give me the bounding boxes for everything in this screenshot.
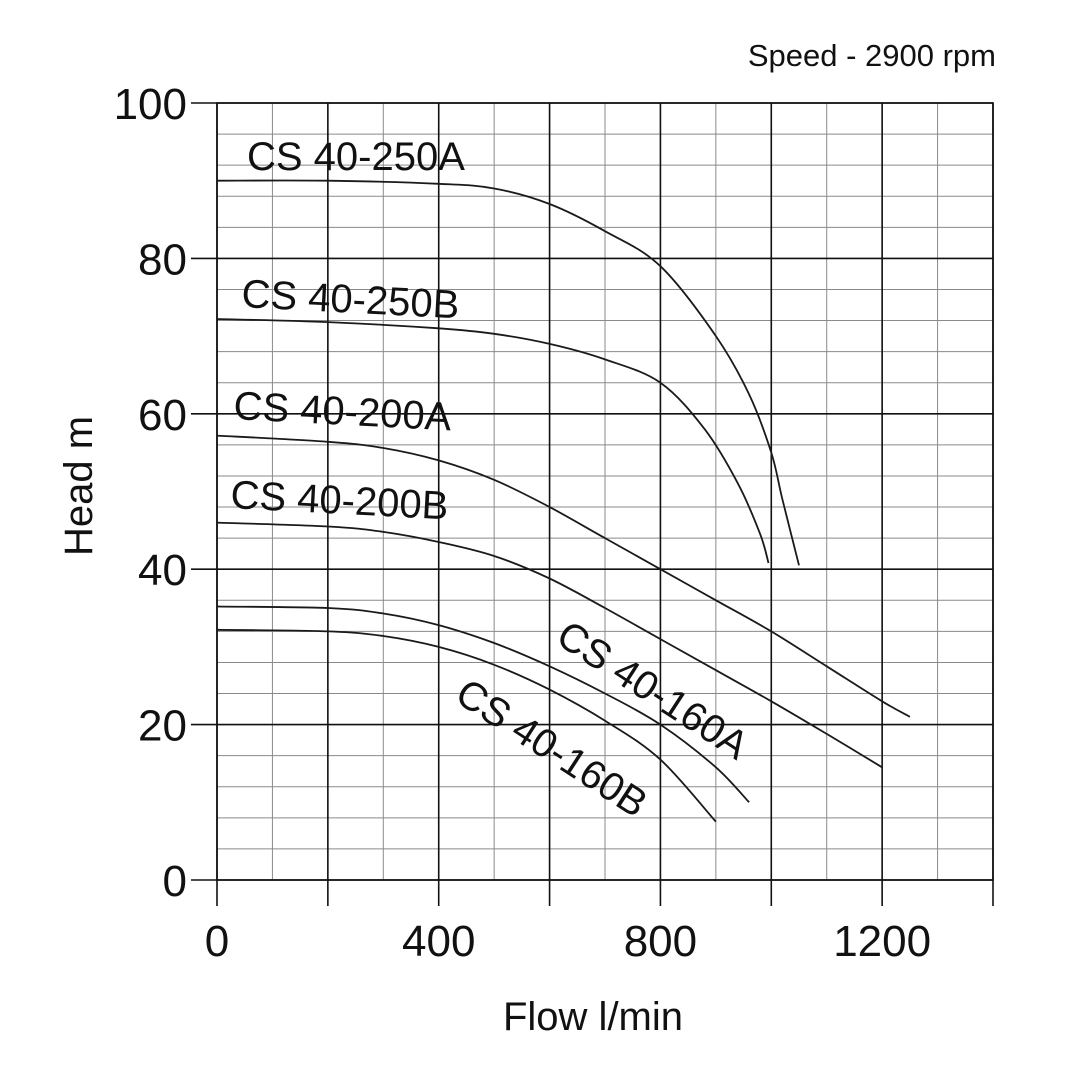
curve-cs-40-200b	[216, 521, 883, 769]
plot-frame	[216, 102, 994, 881]
y-tick-label: 100	[114, 80, 187, 129]
x-tick-label: 800	[624, 917, 697, 966]
series-label-cs-40-250b: CS 40-250B	[241, 272, 461, 327]
curve-cs-40-160a	[216, 605, 750, 803]
y-tick-label: 40	[138, 546, 187, 595]
x-tick-label: 0	[205, 917, 229, 966]
y-axis-title: Head m	[57, 416, 101, 556]
y-tick-label: 0	[163, 857, 187, 906]
curve-cs-40-160b	[216, 628, 717, 823]
curve-cs-40-250a	[216, 179, 800, 566]
y-tick-label: 20	[138, 702, 187, 751]
y-tick-label: 80	[138, 235, 187, 284]
y-tick-label: 60	[138, 391, 187, 440]
series-label-cs-40-200a: CS 40-200A	[233, 384, 453, 439]
chart-subtitle: Speed - 2900 rpm	[748, 38, 996, 73]
x-axis-title: Flow l/min	[503, 995, 683, 1039]
curve-cs-40-250b	[216, 318, 770, 564]
x-tick-label: 400	[402, 917, 475, 966]
x-tick-label: 1200	[833, 917, 931, 966]
series-label-cs-40-250a: CS 40-250A	[247, 135, 465, 179]
curve-cs-40-200a	[216, 434, 911, 718]
series-label-cs-40-200b: CS 40-200B	[230, 473, 450, 528]
